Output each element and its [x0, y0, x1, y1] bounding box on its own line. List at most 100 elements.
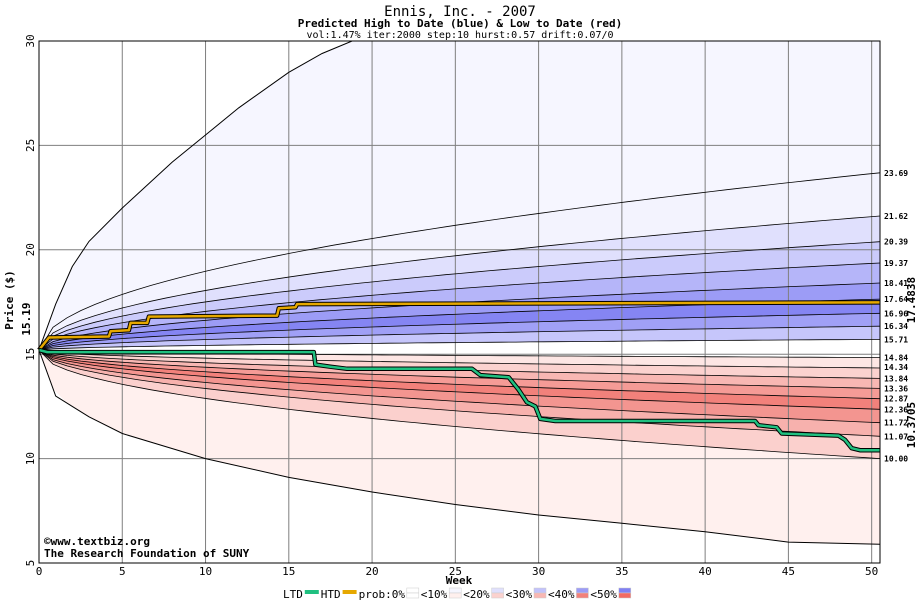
lower-percentile-line [38, 349, 881, 424]
legend-swatch-up [533, 587, 547, 594]
upper-band-3 [39, 241, 880, 351]
y-tick-label: 10 [24, 452, 37, 465]
legend-swatch-up [618, 587, 632, 594]
final-percentile-label: 12.87 [884, 395, 908, 404]
upper-percentile-line [38, 241, 881, 351]
final-percentile-label: 16.96 [884, 309, 908, 318]
lower-band-5 [39, 350, 880, 410]
x-tick-label: 30 [532, 565, 545, 578]
x-tick-label: 20 [365, 565, 378, 578]
x-tick-label: 40 [699, 565, 712, 578]
upper-percentile-line [38, 325, 881, 351]
lower-band-2 [39, 350, 880, 379]
upper-percentile-line [38, 339, 881, 351]
lower-band-8 [39, 350, 880, 459]
x-tick-label: 35 [615, 565, 628, 578]
lower-percentile-line [38, 349, 881, 369]
final-percentile-label: 15.71 [884, 335, 908, 344]
legend-label: <40% [548, 588, 575, 600]
legend-label: <30% [506, 588, 533, 600]
chart-params: vol:1.47% iter:2000 step:10 hurst:0.57 d… [306, 30, 613, 41]
start-price-label: 15.19 [20, 302, 33, 335]
legend: LTD HTD prob:0% <10% <20% <30% <40% <50% [283, 587, 632, 600]
lower-percentile-line [38, 349, 881, 389]
y-tick-label: 30 [24, 34, 37, 47]
legend-swatch-down [448, 592, 462, 599]
final-percentile-label: 17.64 [884, 295, 908, 304]
x-tick-label: 15 [282, 565, 295, 578]
y-axis-label: Price ($) [3, 270, 16, 330]
lower-percentile-line [38, 349, 881, 459]
lower-envelope-line [39, 349, 880, 545]
plot-area: 0 5 10 15 20 25 30 35 40 45 505101520253023.6921.6… [24, 34, 908, 578]
x-tick-label: 45 [782, 565, 795, 578]
upper-percentile-line [38, 172, 881, 351]
legend-swatch-down [491, 592, 504, 599]
watermark-line1: ©www.textbiz.org [44, 535, 150, 548]
x-tick-label: 10 [199, 565, 212, 578]
final-percentile-label: 13.36 [884, 384, 908, 393]
legend-swatch-up [448, 587, 462, 594]
legend-label: <10% [421, 588, 448, 600]
chart-subtitle: Predicted High to Date (blue) & Low to D… [298, 17, 623, 30]
lower-band-outer [39, 350, 880, 545]
upper-band-4 [39, 263, 880, 351]
legend-swatch-up [406, 587, 420, 594]
x-axis-label: Week [446, 574, 473, 587]
upper-percentile-line [38, 215, 881, 351]
x-tick-label: 25 [449, 565, 462, 578]
final-percentile-label: 14.34 [884, 363, 908, 372]
ltd-line [38, 348, 880, 452]
lower-percentile-line [38, 349, 881, 437]
legend-label: LTD [283, 588, 303, 600]
upper-band-6 [39, 299, 880, 351]
center-band-top [39, 339, 880, 351]
x-tick-label: 50 [865, 565, 878, 578]
upper-percentile-line [38, 312, 881, 351]
lower-band-3 [39, 350, 880, 389]
upper-band-7 [39, 313, 880, 351]
final-percentile-label: 13.84 [884, 374, 908, 383]
final-percentile-label: 16.34 [884, 322, 908, 331]
watermark-line2: The Research Foundation of SUNY [44, 547, 250, 560]
lower-percentile-line [38, 349, 881, 400]
x-tick-label: 0 [36, 565, 43, 578]
lower-band-6 [39, 350, 880, 423]
legend-swatch-htd [342, 590, 357, 594]
final-percentile-label: 19.37 [884, 259, 908, 268]
final-percentile-label: 23.69 [884, 169, 908, 178]
legend-label: HTD [321, 588, 341, 600]
lower-band-4 [39, 350, 880, 399]
legend-swatch-down [406, 592, 420, 599]
final-percentile-label: 12.36 [884, 405, 908, 414]
legend-swatch-down [618, 592, 632, 599]
final-percentile-label: 11.07 [884, 432, 908, 441]
upper-band-outer [39, 41, 880, 351]
legend-swatch-up [491, 587, 504, 594]
final-percentile-label: 21.62 [884, 212, 908, 221]
legend-label: <50% [590, 588, 617, 600]
legend-label: <20% [463, 588, 490, 600]
y-tick-label: 20 [24, 243, 37, 256]
y-tick-label: 25 [24, 139, 37, 152]
legend-swatch-down [533, 592, 547, 599]
chart-title: Ennis, Inc. - 2007 [384, 4, 536, 20]
final-percentile-label: 10.00 [884, 455, 908, 464]
final-percentile-label: 20.39 [884, 238, 908, 247]
upper-envelope-line [39, 41, 353, 351]
htd-line [38, 301, 881, 351]
y-tick-label: 15 [24, 348, 37, 361]
upper-band-5 [39, 283, 880, 351]
ltd-final-label: 10.3705 [905, 402, 918, 448]
plot-frame [38, 40, 881, 564]
final-percentile-label: 14.84 [884, 354, 908, 363]
final-percentile-label: 18.41 [884, 279, 908, 288]
legend-swatch-down [576, 592, 589, 599]
legend-swatch-ltd [304, 590, 319, 594]
upper-band-1 [39, 172, 880, 351]
upper-band-8 [39, 326, 880, 351]
lower-band-7 [39, 350, 880, 437]
htd-final-label: 17.4838 [905, 277, 918, 323]
legend-label: prob:0% [359, 588, 406, 600]
